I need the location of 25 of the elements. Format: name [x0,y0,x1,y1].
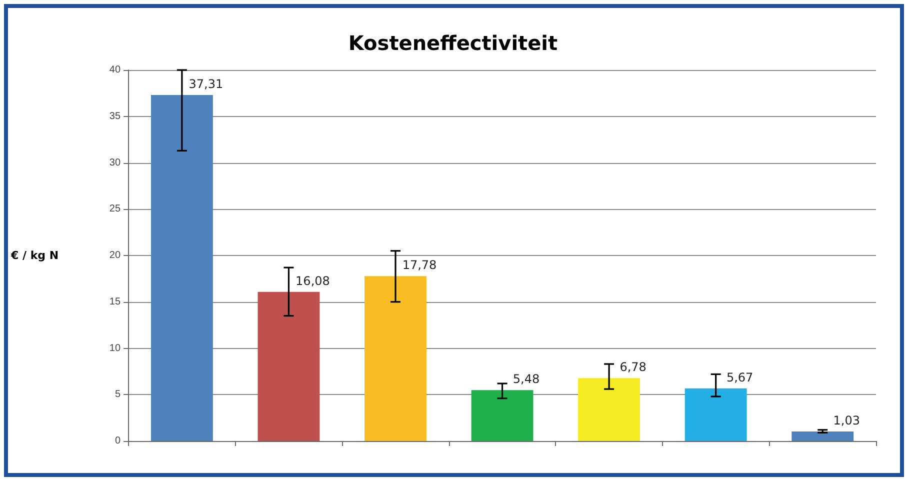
data-label: 37,31 [188,76,224,91]
data-label: 5,48 [512,372,540,386]
y-tick-label: 15 [109,296,121,308]
data-label: 5,67 [726,370,754,384]
bar [364,276,426,441]
chart-title: Kosteneffectiviteit [348,31,558,55]
bar [792,431,854,441]
bar [258,292,320,441]
bar [471,390,534,441]
y-tick-label: 40 [109,64,121,76]
bar [684,388,747,441]
data-label: 1,03 [833,413,860,428]
y-axis-title: € / kg N [10,249,59,262]
data-label: 17,78 [402,258,437,272]
bar [578,378,640,441]
y-tick-label: 25 [109,204,121,215]
y-tick-label: 35 [109,110,121,122]
y-tick-label: 5 [114,389,121,400]
y-tick-label: 0 [114,436,121,446]
y-tick-label: 20 [109,250,121,261]
data-label: 16,08 [296,274,330,288]
y-tick-label: 30 [109,157,121,168]
bar [150,94,213,441]
data-label: 6,78 [620,360,646,374]
y-tick-label: 10 [109,342,121,354]
